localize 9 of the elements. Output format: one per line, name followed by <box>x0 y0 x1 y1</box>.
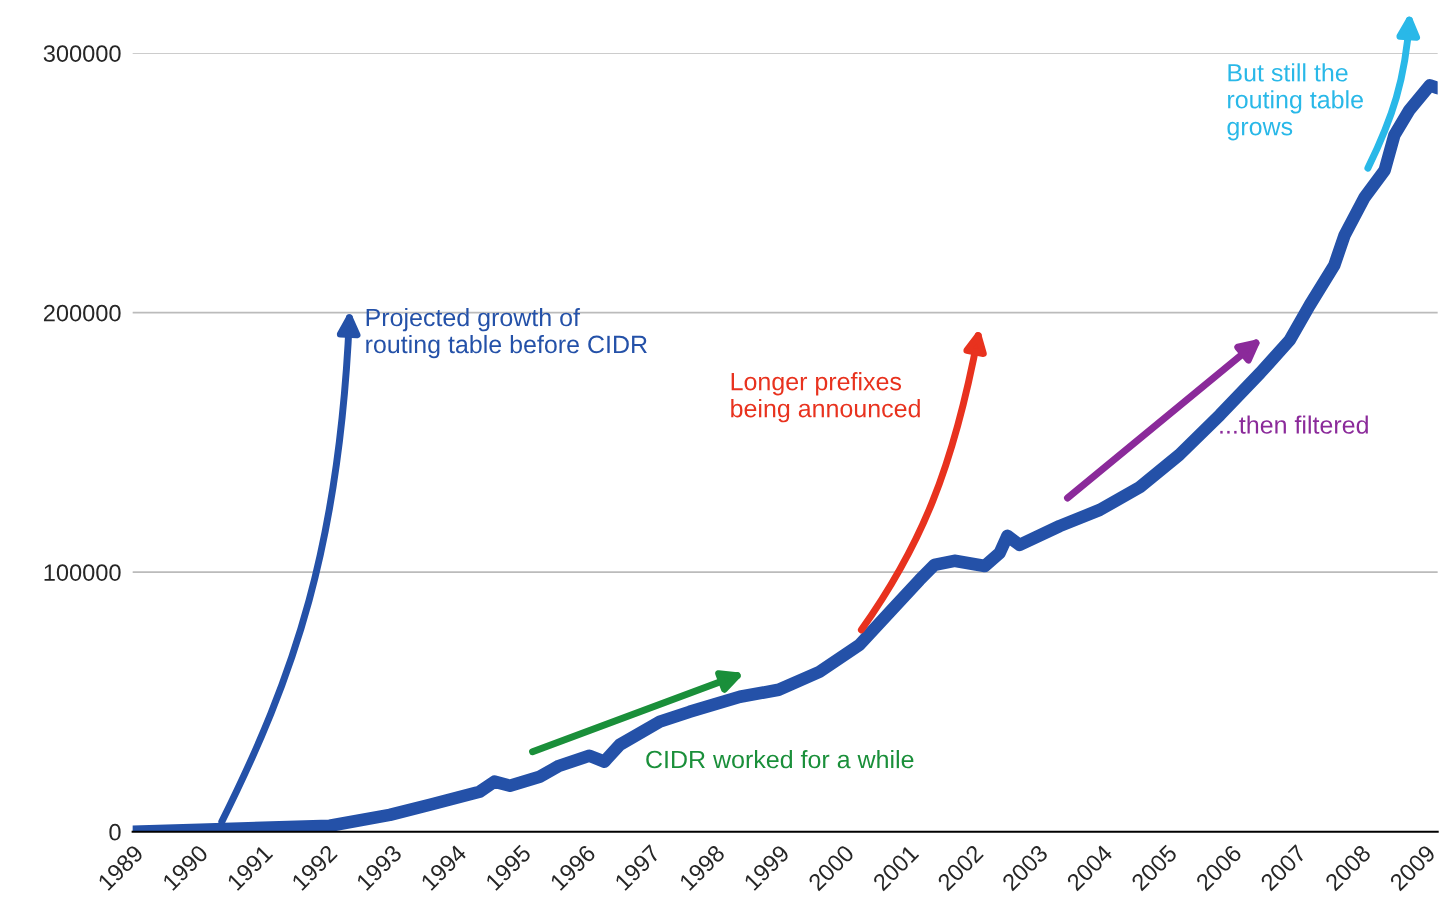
annotation: Projected growth of routing table before CIDR <box>366 307 647 359</box>
annotation: ...then filtered <box>1220 415 1368 434</box>
annotation: CIDR worked for a while <box>646 750 914 769</box>
y-tick-label: 100000 <box>44 564 121 581</box>
y-tick-label: 300000 <box>43 45 121 62</box>
annotation: But still the routing table grows <box>1227 63 1363 141</box>
y-tick-label: 0 <box>109 823 121 841</box>
annotation: Longer prefixes being announced <box>731 372 920 423</box>
y-tick-label: 200000 <box>43 304 121 322</box>
